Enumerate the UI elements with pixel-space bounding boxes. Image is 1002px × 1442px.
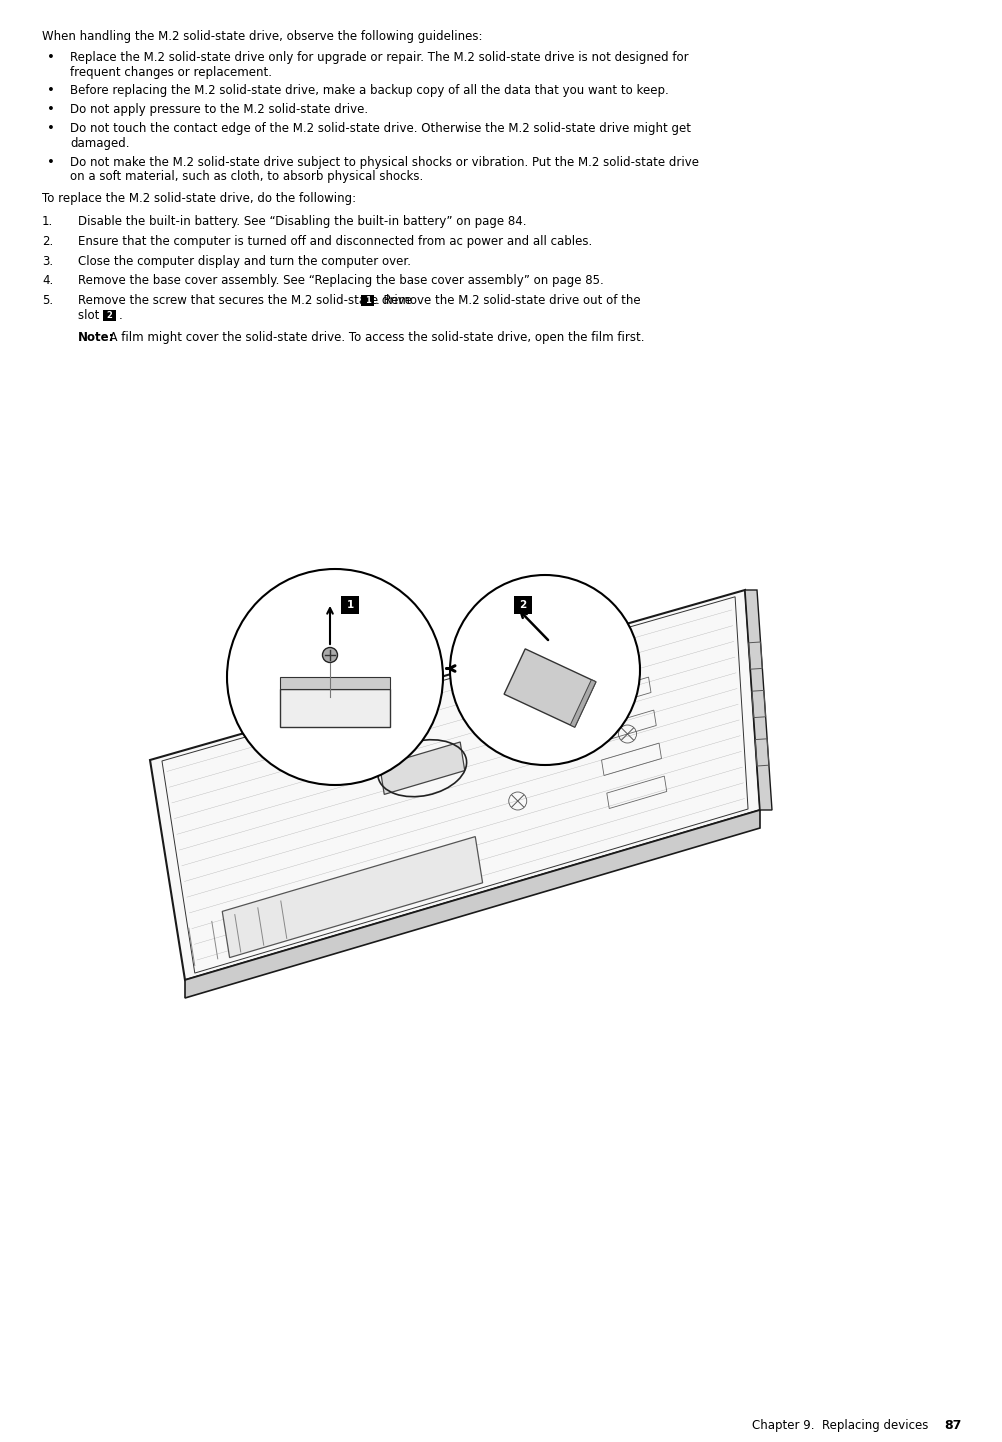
Text: Disable the built-in battery. See “Disabling the built-in battery” on page 84.: Disable the built-in battery. See “Disab… [78, 215, 526, 228]
Polygon shape [380, 743, 465, 795]
Text: Note:: Note: [78, 330, 114, 343]
Polygon shape [745, 590, 772, 810]
Text: . Remove the M.2 solid-state drive out of the: . Remove the M.2 solid-state drive out o… [377, 294, 641, 307]
Polygon shape [504, 649, 596, 727]
Text: 5.: 5. [42, 294, 53, 307]
Polygon shape [280, 676, 390, 689]
Text: A film might cover the solid-state drive. To access the solid-state drive, open : A film might cover the solid-state drive… [101, 330, 644, 343]
Polygon shape [570, 679, 596, 727]
Circle shape [323, 647, 338, 662]
Text: 1.: 1. [42, 215, 53, 228]
Text: •: • [47, 85, 55, 98]
Ellipse shape [227, 570, 443, 784]
Text: 1: 1 [365, 296, 371, 306]
Text: 4.: 4. [42, 274, 53, 287]
Ellipse shape [450, 575, 640, 766]
Text: 2: 2 [107, 311, 113, 320]
Text: •: • [47, 50, 55, 63]
Text: frequent changes or replacement.: frequent changes or replacement. [70, 65, 272, 79]
Text: Chapter 9.  Replacing devices: Chapter 9. Replacing devices [752, 1419, 928, 1432]
Text: When handling the M.2 solid-state drive, observe the following guidelines:: When handling the M.2 solid-state drive,… [42, 30, 483, 43]
Text: Close the computer display and turn the computer over.: Close the computer display and turn the … [78, 255, 411, 268]
Text: Replace the M.2 solid-state drive only for upgrade or repair. The M.2 solid-stat: Replace the M.2 solid-state drive only f… [70, 50, 688, 63]
Text: slot: slot [78, 309, 103, 322]
Text: •: • [47, 123, 55, 136]
Polygon shape [150, 590, 760, 981]
Text: Do not apply pressure to the M.2 solid-state drive.: Do not apply pressure to the M.2 solid-s… [70, 104, 368, 117]
Text: .: . [118, 309, 122, 322]
Text: 2.: 2. [42, 235, 53, 248]
Polygon shape [222, 836, 483, 957]
Text: •: • [47, 156, 55, 169]
FancyBboxPatch shape [103, 310, 116, 322]
Text: Remove the base cover assembly. See “Replacing the base cover assembly” on page : Remove the base cover assembly. See “Rep… [78, 274, 604, 287]
Text: on a soft material, such as cloth, to absorb physical shocks.: on a soft material, such as cloth, to ab… [70, 170, 423, 183]
Text: •: • [47, 104, 55, 117]
Text: 3.: 3. [42, 255, 53, 268]
Text: Before replacing the M.2 solid-state drive, make a backup copy of all the data t: Before replacing the M.2 solid-state dri… [70, 85, 668, 98]
Text: 87: 87 [945, 1419, 962, 1432]
Text: Remove the screw that secures the M.2 solid-state drive: Remove the screw that secures the M.2 so… [78, 294, 416, 307]
Text: damaged.: damaged. [70, 137, 129, 150]
Polygon shape [185, 810, 760, 998]
Text: Do not touch the contact edge of the M.2 solid-state drive. Otherwise the M.2 so: Do not touch the contact edge of the M.2… [70, 123, 691, 136]
Text: To replace the M.2 solid-state drive, do the following:: To replace the M.2 solid-state drive, do… [42, 192, 356, 205]
FancyBboxPatch shape [341, 596, 360, 614]
FancyBboxPatch shape [362, 294, 375, 306]
Text: 1: 1 [347, 600, 354, 610]
Polygon shape [280, 689, 390, 727]
Text: Do not make the M.2 solid-state drive subject to physical shocks or vibration. P: Do not make the M.2 solid-state drive su… [70, 156, 699, 169]
Text: 2: 2 [519, 600, 527, 610]
FancyBboxPatch shape [514, 596, 532, 614]
Text: Ensure that the computer is turned off and disconnected from ac power and all ca: Ensure that the computer is turned off a… [78, 235, 592, 248]
